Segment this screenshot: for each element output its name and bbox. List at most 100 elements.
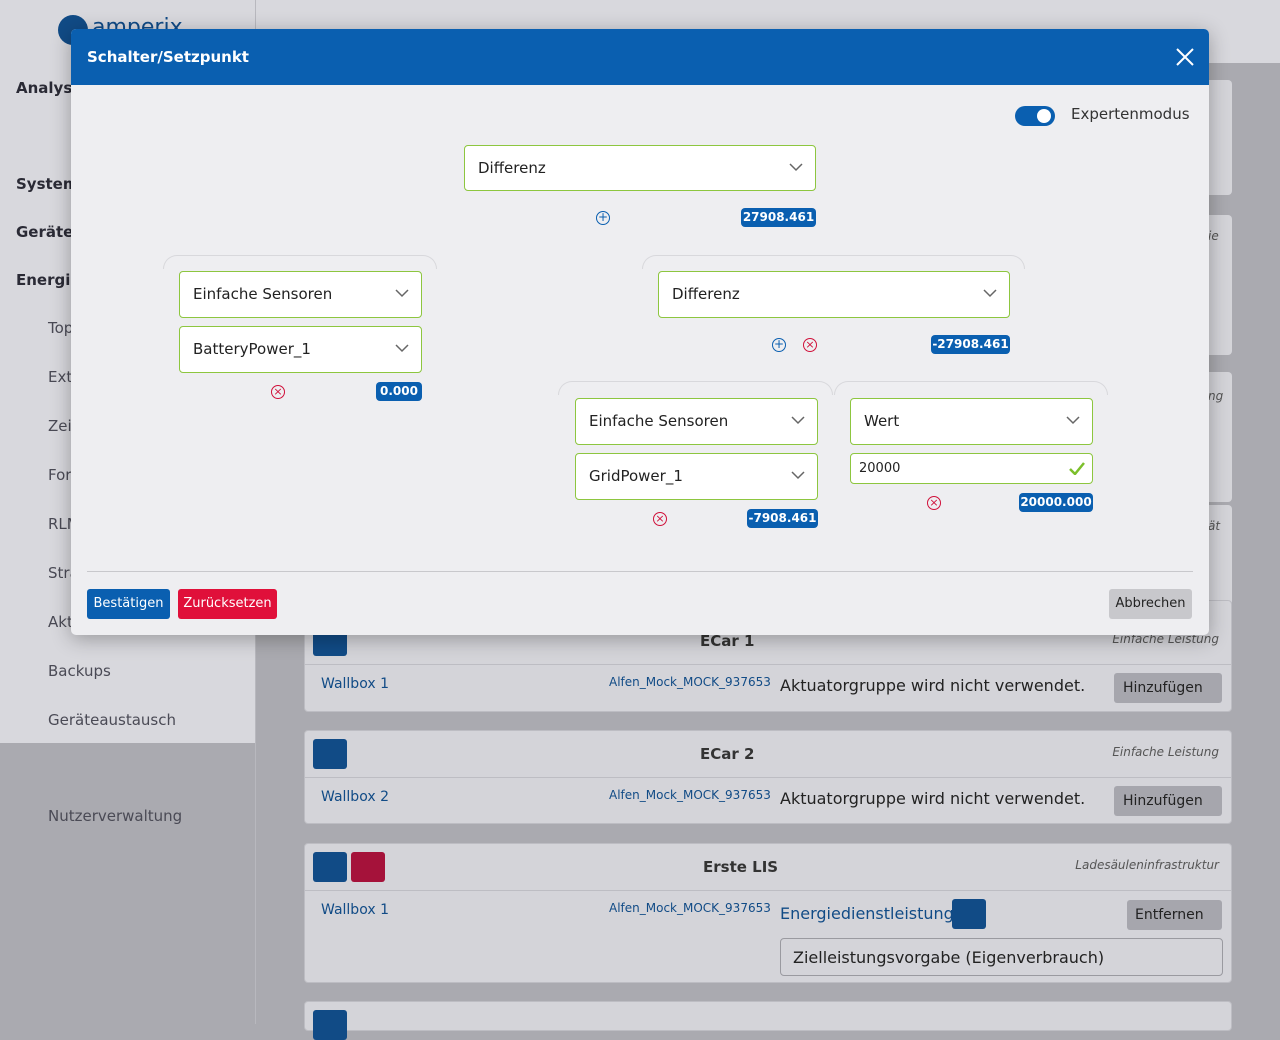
add-icon[interactable]: + xyxy=(596,210,610,225)
select-text: Einfache Sensoren xyxy=(589,412,729,430)
device-id: Alfen_Mock_MOCK_937653 xyxy=(609,788,771,802)
nav-section: Gerätek xyxy=(16,223,84,241)
select[interactable]: Wert xyxy=(850,398,1093,445)
select[interactable]: BatteryPower_1 xyxy=(179,326,422,373)
chevron xyxy=(791,416,805,425)
edit-button[interactable] xyxy=(313,739,347,769)
value-badge: -7908.461 xyxy=(747,509,818,528)
device-id: Alfen_Mock_MOCK_937653 xyxy=(609,901,771,915)
delete-button[interactable] xyxy=(351,852,385,882)
service-link[interactable]: Energiedienstleistung xyxy=(780,904,954,923)
service-select[interactable]: Zielleistungsvorgabe (Eigenverbrauch) xyxy=(780,938,1223,976)
nav-section: System xyxy=(16,175,79,193)
chevron-path xyxy=(1066,416,1080,425)
select[interactable]: Einfache Sensoren xyxy=(179,271,422,318)
value-badge: 27908.461 xyxy=(741,208,816,227)
remove-icon[interactable]: × xyxy=(927,496,941,510)
select[interactable]: Einfache Sensoren xyxy=(575,398,818,445)
select[interactable]: GridPower_1 xyxy=(575,453,818,500)
card-type: Einfache Leistung xyxy=(1112,745,1219,759)
add-icon[interactable]: + xyxy=(772,337,786,352)
select-text: Differenz xyxy=(672,285,740,303)
select[interactable]: Differenz xyxy=(464,145,816,191)
edit-button[interactable] xyxy=(313,1010,347,1040)
chevron xyxy=(789,163,803,172)
chevron-path xyxy=(395,344,409,353)
chevron-path xyxy=(983,289,997,298)
remove-icon[interactable]: × xyxy=(653,512,667,526)
value-badge: 20000.000 xyxy=(1019,493,1093,512)
chevron xyxy=(983,289,997,298)
bracket xyxy=(558,381,833,395)
status: Aktuatorgruppe wird nicht verwendet. xyxy=(780,676,1086,695)
nav-item[interactable]: Zei xyxy=(48,417,72,435)
select-text: Differenz xyxy=(478,159,546,177)
card-title: ECar 2 xyxy=(700,745,755,763)
nav-item[interactable]: Akt xyxy=(48,613,73,631)
edit-button[interactable] xyxy=(313,852,347,882)
status: Aktuatorgruppe wird nicht verwendet. xyxy=(780,789,1086,808)
confirm-button[interactable]: Bestätigen xyxy=(87,589,170,619)
edit-button[interactable] xyxy=(952,899,986,929)
check-icon xyxy=(1069,462,1085,475)
chevron xyxy=(791,471,805,480)
nav-section: Energie xyxy=(16,271,81,289)
remove-icon[interactable]: × xyxy=(271,385,285,399)
device-link[interactable]: Wallbox 2 xyxy=(321,789,389,805)
toggle-knob xyxy=(1037,109,1051,123)
value-badge: -27908.461 xyxy=(931,335,1010,354)
bracket xyxy=(834,381,1108,395)
chevron xyxy=(1066,416,1080,425)
separator xyxy=(305,664,1231,665)
add-button[interactable]: Hinzufügen xyxy=(1114,786,1222,816)
card-type: Ladesäuleninfrastruktur xyxy=(1075,858,1219,872)
input-text: 20000 xyxy=(859,461,901,476)
select-text: GridPower_1 xyxy=(589,467,683,485)
modal-header xyxy=(71,29,1209,85)
select-text: BatteryPower_1 xyxy=(193,340,311,358)
nav-item[interactable]: Ext. xyxy=(48,368,78,386)
modal-title: Schalter/Setzpunkt xyxy=(87,48,249,66)
toggle-label: Expertenmodus xyxy=(1071,105,1190,123)
fragment: ät xyxy=(1208,519,1221,533)
card-title: Erste LIS xyxy=(703,858,779,876)
chevron xyxy=(395,344,409,353)
value-input[interactable]: 20000 xyxy=(850,453,1093,484)
select[interactable]: Differenz xyxy=(658,271,1010,318)
toggle[interactable] xyxy=(1015,106,1055,126)
remove-icon[interactable]: × xyxy=(803,338,817,352)
nav-item[interactable]: For xyxy=(48,466,72,484)
separator xyxy=(305,890,1231,891)
select-text: Wert xyxy=(864,412,900,430)
footer-line xyxy=(87,571,1193,572)
nav-item[interactable]: Geräteaustausch xyxy=(48,711,176,729)
chevron xyxy=(395,289,409,298)
chevron-path xyxy=(789,163,803,172)
fragment: ng xyxy=(1208,389,1224,403)
card-type: Einfache Leistung xyxy=(1112,632,1219,646)
chevron-path xyxy=(791,471,805,480)
card-title: ECar 1 xyxy=(700,632,755,650)
close-button[interactable] xyxy=(1176,48,1194,66)
select-text: Einfache Sensoren xyxy=(193,285,333,303)
add-button[interactable]: Hinzufügen xyxy=(1114,673,1222,703)
bracket xyxy=(163,255,437,269)
chevron-path xyxy=(395,289,409,298)
chevron-path xyxy=(791,416,805,425)
separator xyxy=(305,777,1231,778)
card xyxy=(304,1001,1232,1031)
device-id: Alfen_Mock_MOCK_937653 xyxy=(609,675,771,689)
value-badge: 0.000 xyxy=(376,382,422,401)
reset-button[interactable]: Zurücksetzen xyxy=(178,589,277,619)
nav-section: Analyse xyxy=(16,79,83,97)
bracket xyxy=(642,255,1025,269)
nav-item[interactable]: Backups xyxy=(48,662,111,680)
device-link[interactable]: Wallbox 1 xyxy=(321,902,389,918)
fragment: ie xyxy=(1208,229,1219,243)
device-link[interactable]: Wallbox 1 xyxy=(321,676,389,692)
remove-button[interactable]: Entfernen xyxy=(1127,900,1222,930)
cancel-button[interactable]: Abbrechen xyxy=(1109,589,1192,619)
nav-item[interactable]: Top xyxy=(48,319,74,337)
nav-item[interactable]: Nutzerverwaltung xyxy=(48,807,183,825)
